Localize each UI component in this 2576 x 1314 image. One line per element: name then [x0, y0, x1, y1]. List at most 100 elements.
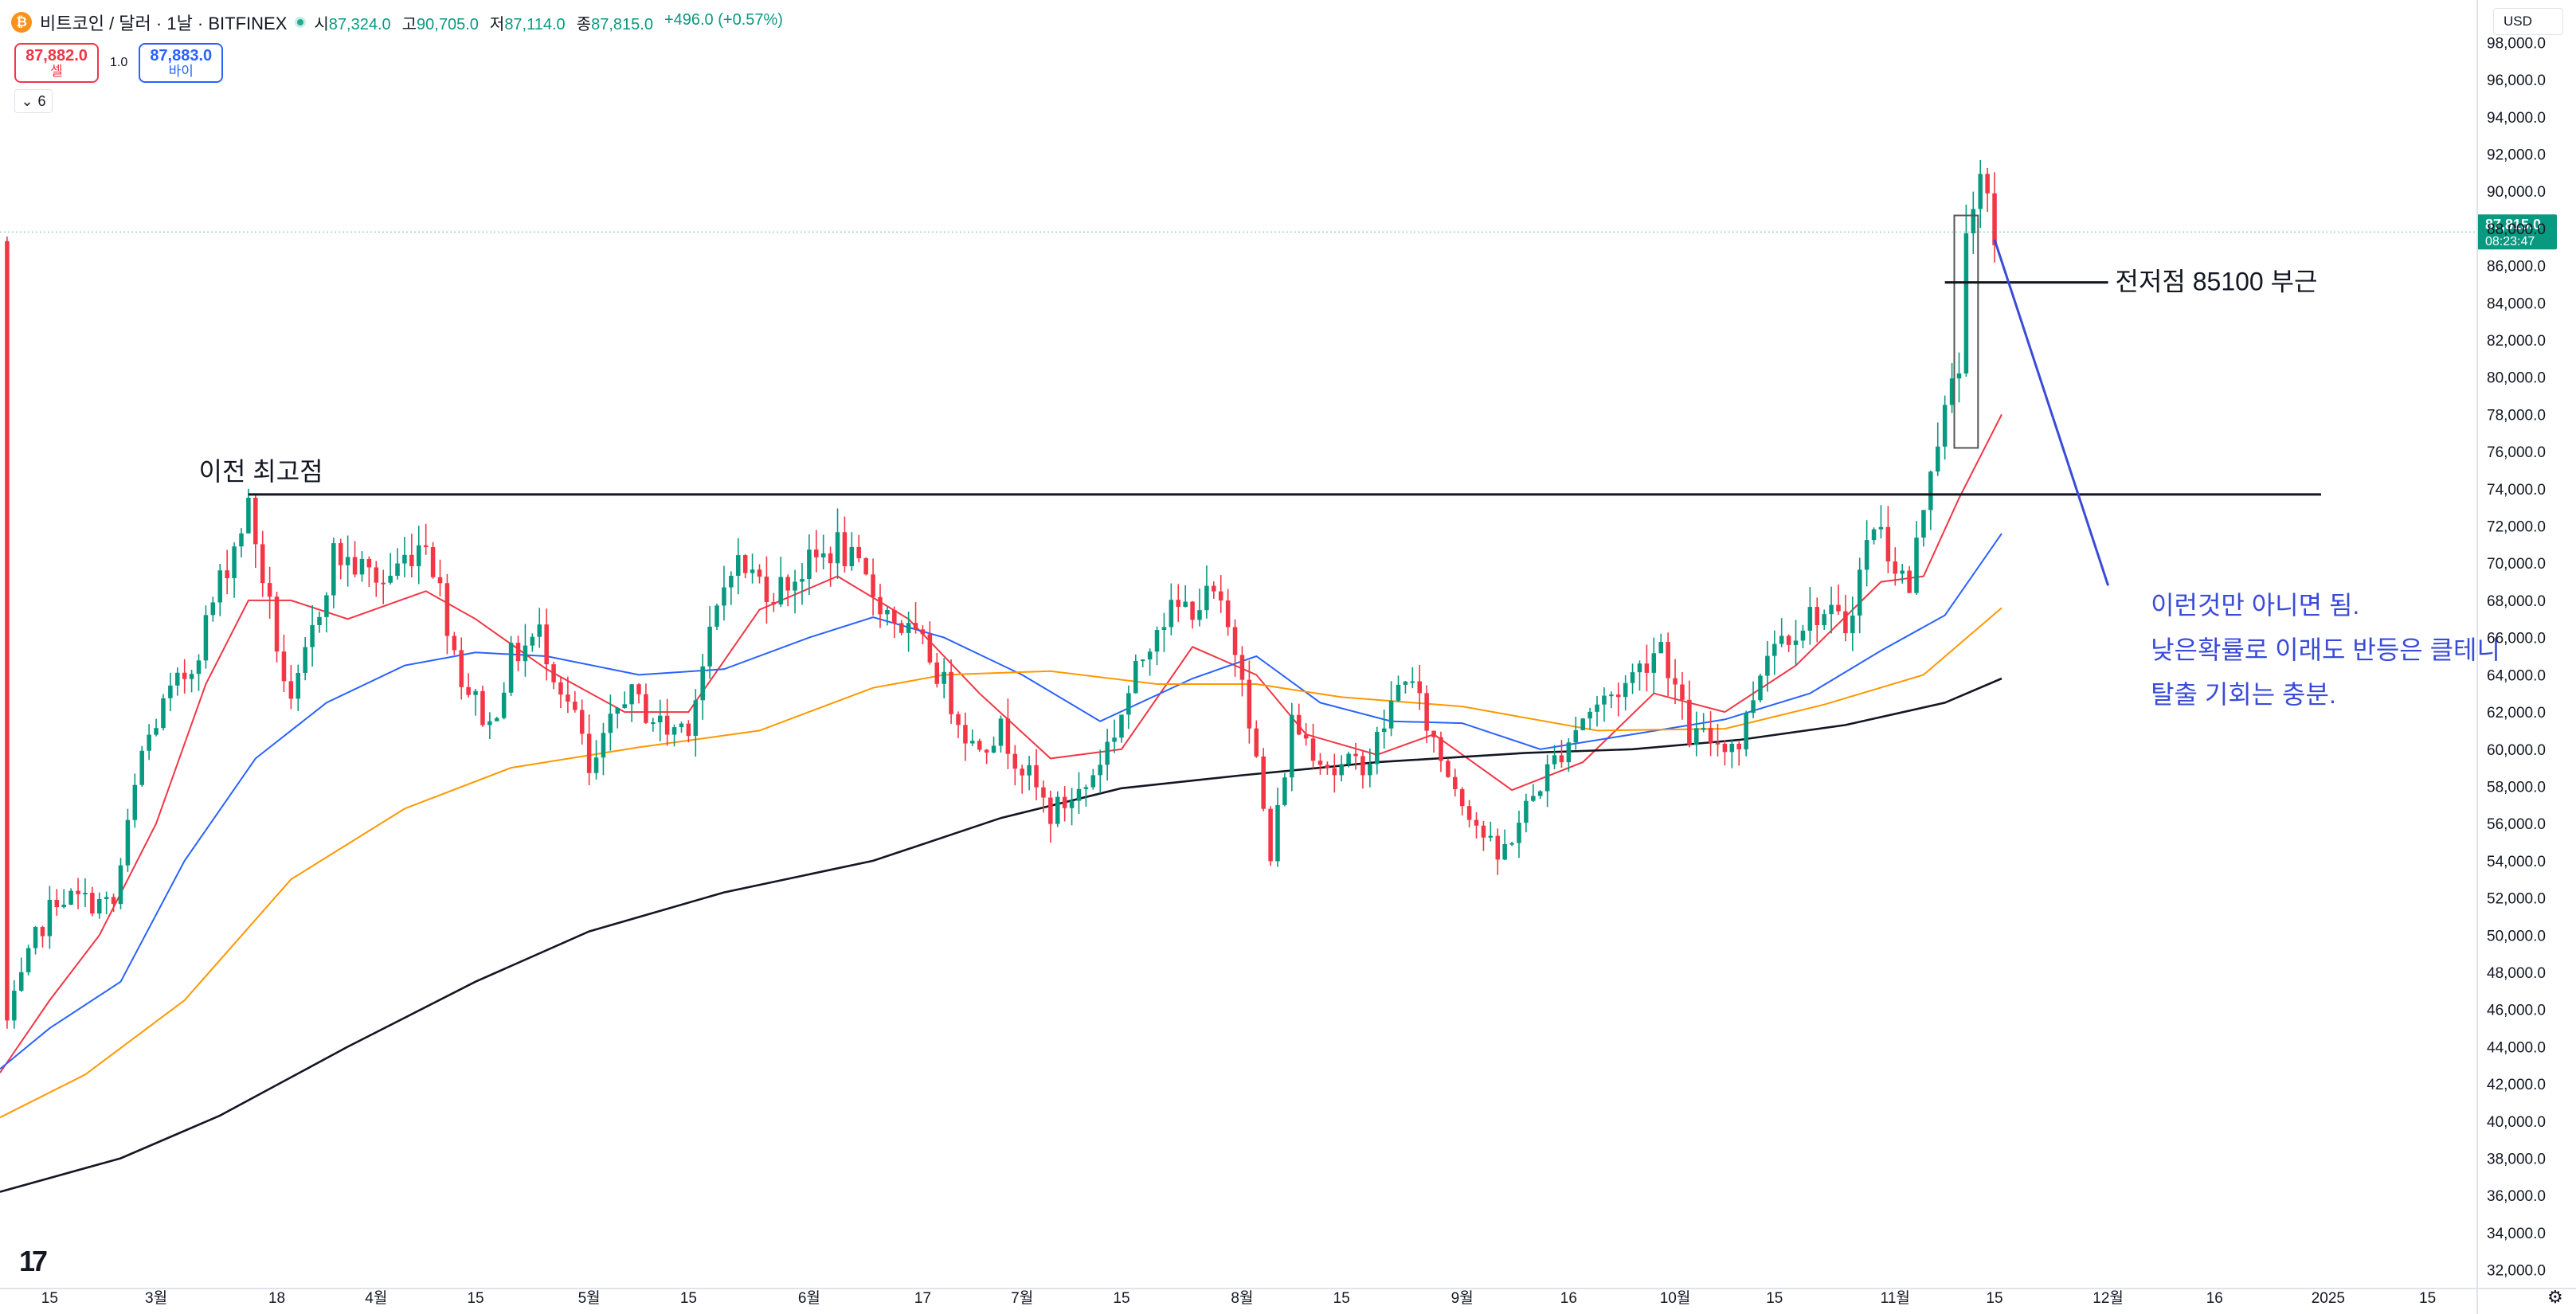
buy-price: 87,883.0 — [150, 46, 213, 65]
candle-body — [416, 545, 421, 566]
candle-body — [1112, 737, 1117, 742]
candle-body — [1133, 661, 1138, 694]
candle-body — [303, 647, 307, 673]
candle-body — [1317, 761, 1323, 765]
candle-body — [1339, 764, 1344, 776]
candle-body — [707, 626, 712, 667]
candle-body — [473, 690, 478, 695]
candle-body — [1524, 800, 1529, 823]
note-line: 낮은확률로 이래도 반등은 클테니 — [2151, 635, 2500, 664]
candle-body — [1020, 768, 1024, 776]
candle-body — [260, 544, 265, 584]
candle-body — [729, 576, 734, 588]
candle-body — [1446, 761, 1450, 777]
candle-body — [1282, 777, 1287, 805]
y-tick-label: 98,000.0 — [2487, 35, 2546, 52]
candle-body — [735, 555, 741, 577]
candle-body — [1928, 471, 1933, 510]
candle-body — [1225, 600, 1231, 628]
candle-body — [1353, 753, 1358, 757]
y-tick-label: 38,000.0 — [2487, 1152, 2546, 1168]
market-status-icon — [295, 17, 307, 28]
candle-body — [501, 692, 507, 718]
currency-selector[interactable]: USD — [2493, 8, 2563, 35]
countdown-label: 08:23:47 — [2485, 235, 2535, 248]
candle-body — [1466, 806, 1472, 820]
candle-body — [984, 749, 989, 753]
x-tick-label: 6월 — [798, 1289, 820, 1307]
candle-body — [793, 581, 797, 591]
candle-body — [1232, 627, 1238, 655]
candle-body — [1878, 526, 1884, 530]
y-tick-label: 50,000.0 — [2487, 928, 2546, 944]
candle-body — [835, 532, 840, 564]
candle-body — [664, 715, 670, 735]
candle-body — [1204, 585, 1209, 611]
buy-button[interactable]: 87,883.0 바이 — [139, 43, 224, 83]
candle-body — [76, 890, 80, 894]
candle-body — [963, 725, 968, 744]
candle-body — [1147, 651, 1153, 660]
candle-body — [1439, 737, 1443, 761]
sell-button[interactable]: 87,882.0 셀 — [14, 43, 99, 83]
candle-body — [118, 865, 123, 905]
candle-body — [1694, 728, 1699, 745]
indicators-toggle[interactable]: ⌄ 6 — [14, 89, 53, 113]
candle-body — [1290, 714, 1294, 778]
candle-body — [388, 575, 393, 583]
y-tick-label: 58,000.0 — [2487, 779, 2546, 796]
candle-body — [1751, 700, 1756, 714]
y-tick-label: 78,000.0 — [2487, 407, 2546, 424]
candle-body — [593, 757, 599, 773]
candle-body — [1261, 756, 1266, 809]
candle-body — [168, 685, 173, 698]
candle-body — [991, 745, 996, 753]
candle-body — [147, 734, 151, 751]
candle-body — [1417, 681, 1422, 694]
ohlc-readout: 시87,324.0 고90,705.0 저87,114.0 종87,815.0 … — [314, 11, 783, 34]
x-tick-label: 15 — [2419, 1290, 2436, 1307]
candle-body — [1595, 704, 1599, 712]
moving-average-line — [0, 533, 2002, 1070]
candle-body — [700, 666, 705, 701]
candle-body — [1055, 796, 1060, 824]
candle-body — [1325, 765, 1330, 768]
candle-body — [466, 686, 471, 695]
moving-averages — [0, 413, 2002, 1193]
candle-body — [487, 721, 492, 725]
candle-body — [1090, 775, 1096, 788]
candle-body — [423, 545, 429, 548]
y-tick-label: 92,000.0 — [2487, 147, 2546, 163]
candle-body — [898, 623, 904, 633]
candle-body — [1012, 753, 1018, 769]
x-tick-label: 11월 — [1881, 1289, 1910, 1307]
candle-body — [1034, 765, 1039, 788]
candle-body — [430, 547, 436, 577]
candle-body — [1758, 675, 1763, 701]
candle-body — [1396, 684, 1401, 701]
candle-body — [1488, 835, 1494, 838]
candle-body — [1502, 844, 1507, 860]
x-tick-label: 15 — [680, 1290, 697, 1307]
x-tick-label: 15 — [1986, 1290, 2002, 1307]
candle-body — [1800, 630, 1806, 641]
candle-body — [331, 543, 336, 596]
candle-body — [25, 948, 31, 972]
y-tick-label: 68,000.0 — [2487, 593, 2546, 610]
candle-body — [1666, 642, 1670, 679]
candle-body — [814, 549, 819, 557]
candle-body — [1772, 643, 1777, 656]
candle-body — [1368, 764, 1372, 776]
gear-icon[interactable]: ⚙ — [2547, 1287, 2563, 1307]
tradingview-logo[interactable]: 17 — [19, 1245, 48, 1277]
candle-body — [374, 567, 379, 583]
candle-body — [1218, 591, 1223, 601]
candle-body — [807, 549, 812, 579]
candle-body — [750, 569, 755, 573]
symbol-title[interactable]: 비트코인 / 달러 · 1날 · BITFINEX — [40, 14, 288, 33]
candle-body — [1531, 796, 1536, 801]
